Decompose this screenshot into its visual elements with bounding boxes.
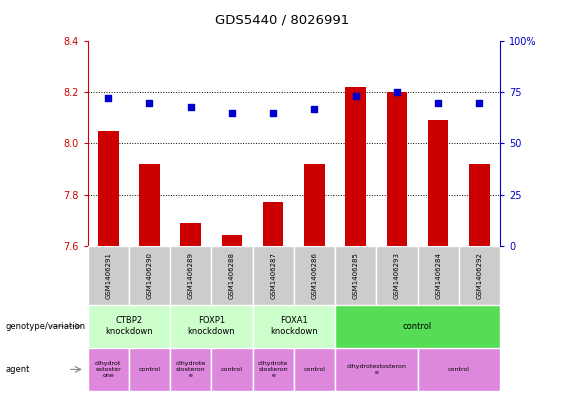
- Text: FOXA1
knockdown: FOXA1 knockdown: [270, 316, 318, 336]
- Bar: [294, 246, 335, 305]
- Text: dihydrot
estoster
one: dihydrot estoster one: [95, 361, 121, 378]
- Bar: [88, 348, 129, 391]
- Bar: [335, 348, 418, 391]
- Point: [104, 95, 113, 102]
- Text: GSM1406285: GSM1406285: [353, 252, 359, 299]
- Bar: [294, 348, 335, 391]
- Bar: [129, 348, 170, 391]
- Text: control: control: [221, 367, 243, 372]
- Bar: [335, 305, 500, 348]
- Text: GSM1406291: GSM1406291: [105, 252, 111, 299]
- Text: GSM1406288: GSM1406288: [229, 252, 235, 299]
- Text: control: control: [303, 367, 325, 372]
- Bar: [418, 246, 459, 305]
- Bar: [221, 235, 242, 246]
- Bar: [211, 348, 253, 391]
- Text: GSM1406290: GSM1406290: [146, 252, 153, 299]
- Bar: [88, 246, 129, 305]
- Bar: [263, 202, 284, 246]
- Point: [186, 103, 195, 110]
- Text: agent: agent: [6, 365, 30, 374]
- Bar: [170, 348, 211, 391]
- Bar: [376, 246, 418, 305]
- Point: [392, 89, 401, 95]
- Point: [351, 93, 360, 99]
- Bar: [253, 246, 294, 305]
- Bar: [170, 246, 211, 305]
- Text: control: control: [403, 322, 432, 331]
- Text: CTBP2
knockdown: CTBP2 knockdown: [105, 316, 153, 336]
- Text: control: control: [138, 367, 160, 372]
- Text: dihydrotestosteron
e: dihydrotestosteron e: [346, 364, 406, 375]
- Text: GSM1406289: GSM1406289: [188, 252, 194, 299]
- Bar: [88, 305, 170, 348]
- Text: GSM1406293: GSM1406293: [394, 252, 400, 299]
- Point: [145, 99, 154, 106]
- Bar: [180, 222, 201, 246]
- Text: control: control: [448, 367, 470, 372]
- Bar: [428, 121, 449, 246]
- Point: [227, 110, 236, 116]
- Bar: [129, 246, 170, 305]
- Bar: [304, 164, 325, 246]
- Bar: [139, 164, 160, 246]
- Bar: [469, 164, 490, 246]
- Bar: [98, 130, 119, 246]
- Bar: [386, 92, 407, 246]
- Point: [475, 99, 484, 106]
- Bar: [211, 246, 253, 305]
- Text: dihydrote
stosteron
e: dihydrote stosteron e: [176, 361, 206, 378]
- Bar: [459, 246, 500, 305]
- Point: [434, 99, 443, 106]
- Bar: [418, 348, 500, 391]
- Text: GDS5440 / 8026991: GDS5440 / 8026991: [215, 14, 350, 27]
- Bar: [170, 305, 253, 348]
- Text: GSM1406284: GSM1406284: [435, 252, 441, 299]
- Text: GSM1406287: GSM1406287: [270, 252, 276, 299]
- Point: [310, 106, 319, 112]
- Text: FOXP1
knockdown: FOXP1 knockdown: [188, 316, 235, 336]
- Point: [269, 110, 278, 116]
- Bar: [335, 246, 376, 305]
- Text: dihydrote
stosteron
e: dihydrote stosteron e: [258, 361, 288, 378]
- Text: GSM1406292: GSM1406292: [476, 252, 483, 299]
- Bar: [253, 305, 335, 348]
- Text: genotype/variation: genotype/variation: [6, 322, 86, 331]
- Text: GSM1406286: GSM1406286: [311, 252, 318, 299]
- Bar: [345, 87, 366, 246]
- Bar: [253, 348, 294, 391]
